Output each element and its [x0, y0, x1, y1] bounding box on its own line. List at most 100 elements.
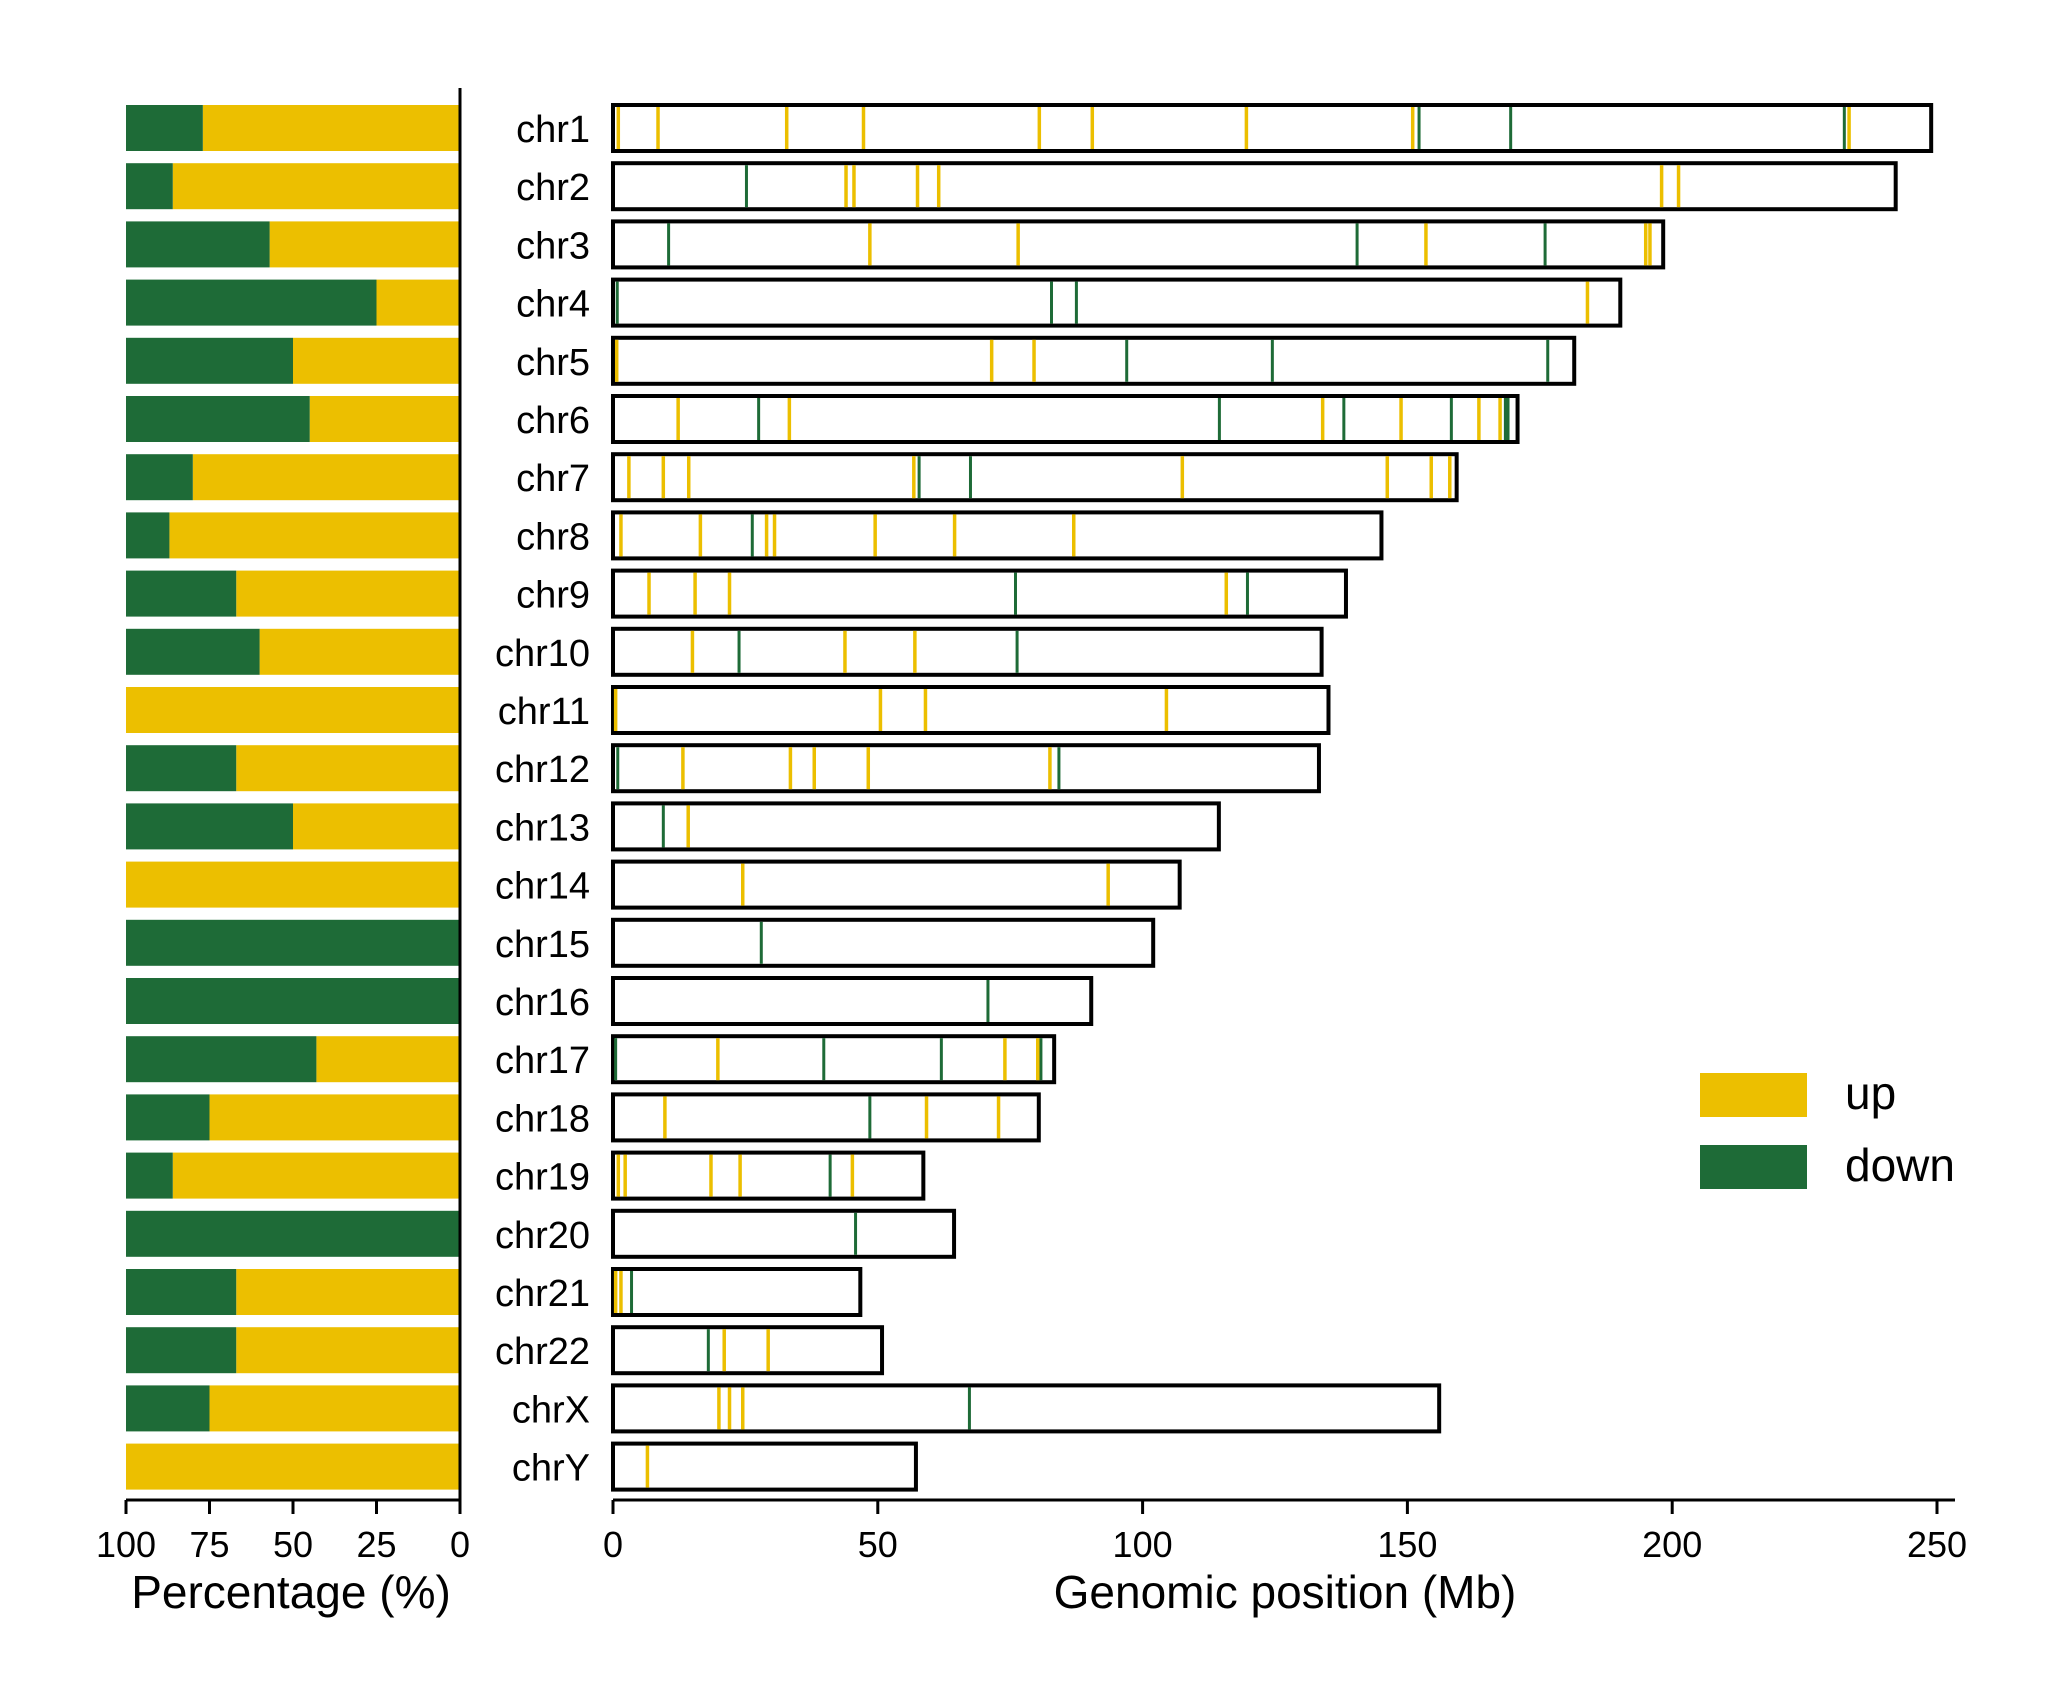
genomic-tick-label-250: 250	[1907, 1524, 1967, 1565]
bar-down-chr15	[126, 919, 460, 966]
genomic-tick-label-200: 200	[1642, 1524, 1702, 1565]
chromosome-label-chr17: chr17	[495, 1040, 590, 1082]
bar-down-chr10	[126, 628, 260, 675]
chromosome-label-chr16: chr16	[495, 982, 590, 1024]
chromosome-label-chrY: chrY	[512, 1448, 590, 1490]
chromosome-chr13	[611, 801, 1221, 852]
bar-down-chr17	[126, 1036, 317, 1083]
percentage-bar-panel	[126, 105, 461, 1490]
bar-down-chr4	[126, 279, 377, 326]
chromosome-box-chr8	[611, 510, 1384, 561]
chromosome-box-chr3	[611, 219, 1666, 270]
chromosome-box-chr4	[611, 277, 1623, 328]
chromosome-box-chrY	[611, 1441, 918, 1492]
chromosome-label-chr13: chr13	[495, 807, 590, 849]
chromosome-label-chr1: chr1	[516, 109, 590, 151]
chromosome-chr4	[611, 277, 1623, 328]
percentage-tick-label-25: 25	[356, 1524, 396, 1565]
chromosome-chr16	[611, 976, 1094, 1026]
chromosome-label-chr18: chr18	[495, 1098, 590, 1140]
chromosome-chr5	[611, 335, 1577, 386]
chromosome-box-chrX	[611, 1383, 1442, 1434]
chromosome-labels: chr1 chr2 chr3 chr4 chr5 chr6 chr7 chr8 chr9 chr1…	[495, 109, 590, 1490]
bar-up-chr21	[236, 1269, 460, 1315]
chromosome-chr20	[611, 1208, 957, 1259]
chromosome-chr22	[611, 1325, 885, 1376]
genomic-tick-label-50: 50	[858, 1524, 898, 1565]
chromosome-chr3	[611, 219, 1666, 270]
chromosome-box-chr17	[611, 1034, 1057, 1085]
bar-down-chr9	[126, 570, 237, 617]
chromosome-label-chr6: chr6	[516, 400, 590, 442]
chromosome-label-chrX: chrX	[512, 1389, 590, 1431]
bar-up-chr22	[236, 1327, 460, 1374]
genomic-tick-label-150: 150	[1377, 1524, 1437, 1565]
chromosome-chr2	[611, 161, 1898, 212]
bar-down-chr1	[126, 105, 203, 151]
bar-up-chr8	[169, 512, 461, 559]
chromosome-label-chr21: chr21	[495, 1273, 590, 1315]
bar-up-chrX	[209, 1385, 460, 1432]
chromosome-chrY	[611, 1441, 918, 1492]
legend-label-down: down	[1845, 1139, 1955, 1191]
chromosome-label-chr2: chr2	[516, 167, 590, 209]
bar-up-chr2	[172, 163, 460, 210]
bar-up-chr14	[126, 861, 460, 908]
bar-up-chrY	[126, 1443, 460, 1490]
bar-down-chr8	[126, 512, 170, 559]
chromosome-chr21	[611, 1267, 863, 1317]
chromosome-label-chr4: chr4	[516, 284, 590, 326]
bar-down-chr12	[126, 745, 237, 792]
chromosome-box-chr11	[611, 685, 1331, 735]
percentage-axis-label: Percentage (%)	[131, 1566, 451, 1618]
legend: up down	[1700, 1067, 1955, 1191]
bar-up-chr7	[192, 454, 461, 501]
bar-down-chr13	[126, 803, 293, 850]
chromosome-box-chr15	[611, 917, 1156, 968]
chromosome-box-chr16	[611, 976, 1094, 1026]
chromosome-label-chr8: chr8	[516, 516, 590, 558]
chromosome-chr11	[611, 685, 1331, 735]
legend-label-up: up	[1845, 1067, 1896, 1119]
bar-down-chr21	[126, 1269, 237, 1315]
percentage-tick-label-100: 100	[96, 1524, 156, 1565]
chromosome-label-chr15: chr15	[495, 924, 590, 966]
chromosome-box-chr14	[611, 859, 1182, 910]
genomic-position-panel	[611, 103, 1934, 1492]
chromosome-chr14	[611, 859, 1182, 910]
chromosome-box-chr10	[611, 626, 1324, 677]
percentage-tick-label-50: 50	[273, 1524, 313, 1565]
genomic-position-axis: 0 50 100 150 200 250	[603, 1498, 1967, 1565]
chromosome-label-chr14: chr14	[495, 866, 590, 908]
bar-up-chr1	[202, 105, 460, 151]
bar-up-chr6	[309, 396, 460, 442]
bar-down-chr22	[126, 1327, 237, 1374]
chromosome-box-chr13	[611, 801, 1221, 852]
chromosome-label-chr12: chr12	[495, 749, 590, 791]
chromosome-label-chr3: chr3	[516, 225, 590, 267]
chromosome-label-chr9: chr9	[516, 575, 590, 617]
percentage-tick-label-0: 0	[450, 1524, 470, 1565]
chromosome-box-chr20	[611, 1208, 957, 1259]
bar-up-chr12	[236, 745, 460, 792]
bar-down-chr18	[126, 1094, 210, 1141]
chromosome-chr17	[611, 1034, 1057, 1085]
chromosome-label-chr22: chr22	[495, 1331, 590, 1373]
bar-down-chr6	[126, 396, 310, 442]
chromosome-label-chr19: chr19	[495, 1157, 590, 1199]
chromosome-chrX	[611, 1383, 1442, 1434]
chromosome-chr15	[611, 917, 1156, 968]
chromosome-label-chr10: chr10	[495, 633, 590, 675]
genomic-tick-label-100: 100	[1113, 1524, 1173, 1565]
bar-up-chr19	[172, 1152, 460, 1199]
bar-down-chr19	[126, 1152, 173, 1199]
chromosome-label-chr7: chr7	[516, 458, 590, 500]
chromosome-chr8	[611, 510, 1384, 561]
bar-down-chr2	[126, 163, 173, 210]
chromosome-chr7	[611, 452, 1459, 503]
percentage-tick-label-75: 75	[189, 1524, 229, 1565]
chromosome-box-chr7	[611, 452, 1459, 503]
bar-down-chr16	[126, 978, 460, 1024]
bar-up-chr10	[259, 628, 460, 675]
